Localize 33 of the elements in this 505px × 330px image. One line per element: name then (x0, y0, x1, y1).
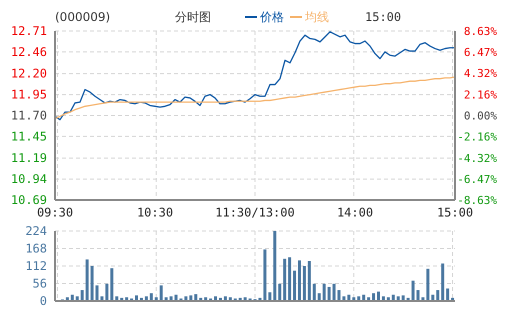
y2-tick-label: 2.16% (464, 88, 498, 102)
y-tick-label: 10.69 (10, 193, 47, 207)
legend-label: 价格 (260, 8, 284, 26)
y2-tick-label: -2.16% (457, 130, 498, 144)
y-tick-label: 112 (25, 259, 47, 273)
y2-tick-label: 0.00% (464, 110, 498, 122)
y2-tick-label: 4.32% (464, 67, 498, 80)
y2-tick-label: 6.47% (464, 46, 498, 60)
x-tick-label: 15:00 (436, 206, 474, 220)
y2-tick-label: 8.63% (464, 25, 498, 38)
y-tick-label: 11.45 (10, 129, 47, 144)
y2-tick-label: -4.32% (457, 152, 498, 165)
chart-title: (000009) (55, 10, 112, 24)
y-tick-label: 11.19 (10, 151, 47, 166)
text: 15:00 (365, 10, 402, 24)
y-tick-label: 12.46 (10, 44, 47, 59)
x-tick-label: 09:30 (36, 206, 74, 220)
x-tick-label: 14:00 (336, 206, 374, 220)
y-tick-label: 224 (25, 224, 47, 238)
y-tick-label: 11.70 (10, 108, 47, 122)
y2-tick-label: -8.63% (457, 194, 498, 207)
legend-label: 均线 (305, 8, 329, 26)
y2-tick-label: -6.47% (457, 172, 498, 186)
y-tick-label: 0 (40, 294, 47, 308)
y-tick-label: 168 (25, 242, 47, 256)
x-tick-label: 11:30/13:00 (215, 206, 295, 220)
y-tick-label: 10.94 (10, 172, 47, 186)
y-tick-label: 56 (32, 276, 47, 290)
y-tick-label: 12.71 (10, 24, 47, 38)
y-tick-label: 11.95 (10, 88, 47, 102)
x-tick-label: 10:30 (136, 206, 174, 220)
chart-subtitle: 分时图 (175, 8, 212, 26)
y-tick-label: 12.20 (10, 66, 47, 81)
